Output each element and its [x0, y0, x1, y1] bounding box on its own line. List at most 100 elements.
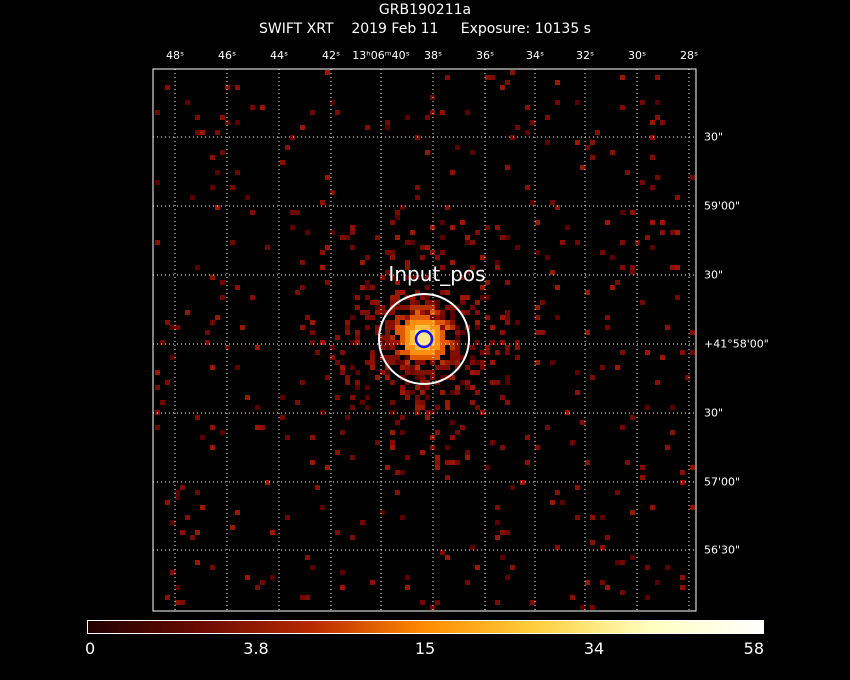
- source-pixel: [430, 300, 435, 305]
- photon-pixel: [470, 355, 475, 360]
- photon-pixel: [215, 205, 220, 210]
- photon-pixel: [615, 490, 620, 495]
- photon-pixel: [460, 295, 465, 300]
- photon-pixel: [340, 350, 345, 355]
- photon-pixel: [620, 265, 625, 270]
- photon-pixel: [345, 330, 350, 335]
- photon-pixel: [350, 455, 355, 460]
- photon-pixel: [480, 350, 485, 355]
- photon-pixel: [490, 380, 495, 385]
- photon-pixel: [620, 75, 625, 80]
- photon-pixel: [425, 115, 430, 120]
- photon-pixel: [400, 290, 405, 295]
- photon-pixel: [350, 405, 355, 410]
- photon-pixel: [160, 400, 165, 405]
- photon-pixel: [465, 110, 470, 115]
- photon-pixel: [365, 295, 370, 300]
- photon-pixel: [390, 430, 395, 435]
- source-pixel: [445, 340, 450, 345]
- photon-pixel: [545, 255, 550, 260]
- photon-pixel: [365, 255, 370, 260]
- photon-pixel: [250, 210, 255, 215]
- photon-pixel: [300, 285, 305, 290]
- photon-pixel: [445, 400, 450, 405]
- photon-pixel: [465, 310, 470, 315]
- photon-pixel: [395, 490, 400, 495]
- photon-pixel: [330, 100, 335, 105]
- photon-pixel: [560, 500, 565, 505]
- photon-pixel: [405, 260, 410, 265]
- photon-pixel: [520, 480, 525, 485]
- source-pixel: [415, 305, 420, 310]
- photon-pixel: [495, 265, 500, 270]
- source-pixel: [425, 300, 430, 305]
- photon-pixel: [465, 380, 470, 385]
- source-pixel: [395, 350, 400, 355]
- photon-pixel: [430, 605, 435, 610]
- photon-pixel: [220, 150, 225, 155]
- photon-pixel: [200, 435, 205, 440]
- photon-pixel: [185, 515, 190, 520]
- photon-pixel: [645, 595, 650, 600]
- photon-pixel: [645, 235, 650, 240]
- photon-pixel: [385, 360, 390, 365]
- photon-pixel: [355, 305, 360, 310]
- colorbar-tick-label: 0: [84, 639, 96, 658]
- source-pixel: [395, 320, 400, 325]
- photon-pixel: [525, 105, 530, 110]
- photon-pixel: [535, 305, 540, 310]
- photon-pixel: [415, 385, 420, 390]
- source-pixel: [445, 365, 450, 370]
- photon-pixel: [575, 140, 580, 145]
- photon-pixel: [230, 240, 235, 245]
- photon-pixel: [500, 395, 505, 400]
- photon-pixel: [355, 385, 360, 390]
- photon-pixel: [690, 330, 695, 335]
- photon-pixel: [500, 315, 505, 320]
- source-pixel: [435, 330, 440, 335]
- photon-pixel: [505, 345, 510, 350]
- photon-pixel: [395, 210, 400, 215]
- colorbar-tick-label: 58: [743, 639, 764, 658]
- photon-pixel: [310, 340, 315, 345]
- photon-pixel: [370, 285, 375, 290]
- photon-pixel: [445, 290, 450, 295]
- photon-pixel: [440, 550, 445, 555]
- photon-pixel: [470, 400, 475, 405]
- photon-pixel: [290, 135, 295, 140]
- photon-pixel: [630, 265, 635, 270]
- photon-pixel: [455, 145, 460, 150]
- photon-pixel: [210, 445, 215, 450]
- photon-pixel: [390, 380, 395, 385]
- photon-pixel: [335, 335, 340, 340]
- photon-pixel: [320, 250, 325, 255]
- source-pixel: [440, 345, 445, 350]
- source-pixel: [435, 340, 440, 345]
- photon-pixel: [495, 350, 500, 355]
- source-pixel: [410, 345, 415, 350]
- photon-pixel: [480, 295, 485, 300]
- source-pixel: [430, 310, 435, 315]
- photon-pixel: [565, 410, 570, 415]
- ra-tick-label: 13ʰ06ᵐ40ˢ: [352, 49, 410, 62]
- photon-pixel: [210, 275, 215, 280]
- source-pixel: [420, 295, 425, 300]
- source-pixel: [405, 340, 410, 345]
- source-pixel: [420, 350, 425, 355]
- photon-pixel: [465, 385, 470, 390]
- source-pixel: [430, 370, 435, 375]
- photon-pixel: [345, 380, 350, 385]
- photon-pixel: [490, 75, 495, 80]
- photon-pixel: [485, 315, 490, 320]
- source-pixel: [445, 320, 450, 325]
- photon-pixel: [490, 440, 495, 445]
- photon-pixel: [515, 345, 520, 350]
- photon-pixel: [675, 265, 680, 270]
- photon-pixel: [525, 435, 530, 440]
- source-pixel: [420, 335, 425, 340]
- photon-pixel: [620, 590, 625, 595]
- photon-pixel: [680, 585, 685, 590]
- photon-pixel: [365, 285, 370, 290]
- photon-pixel: [340, 570, 345, 575]
- source-pixel: [420, 305, 425, 310]
